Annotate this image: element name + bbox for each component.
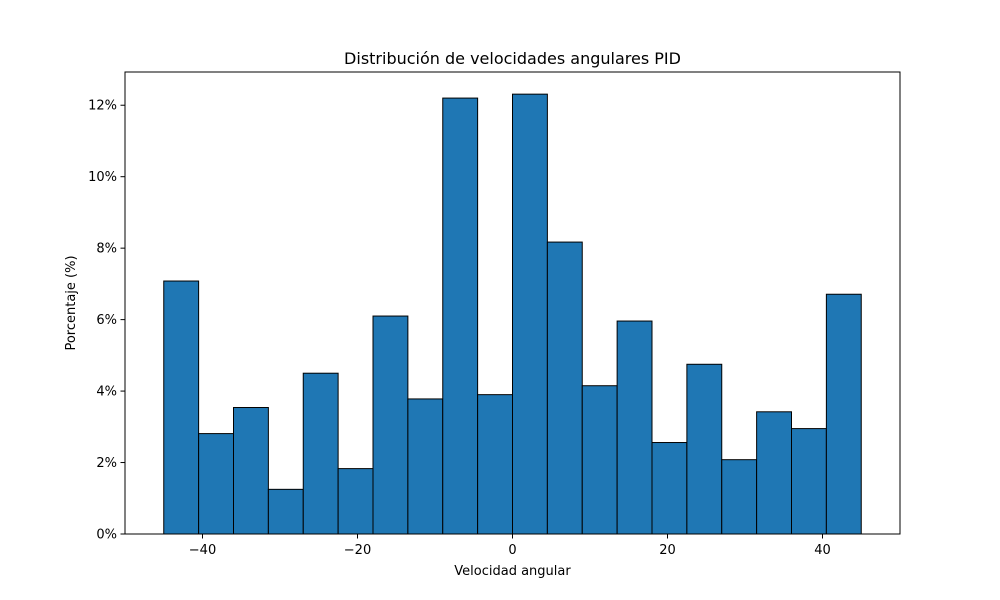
histogram-bar — [756, 411, 792, 535]
x-tick-label: 20 — [659, 543, 676, 558]
histogram-bar — [825, 293, 862, 535]
histogram-bar — [407, 398, 444, 535]
histogram-bar — [302, 372, 339, 535]
histogram-bar — [163, 280, 200, 535]
y-tick-label: 0% — [96, 528, 117, 543]
histogram-bar — [651, 442, 688, 535]
y-tick-label: 8% — [96, 242, 117, 257]
histogram-bar — [581, 385, 618, 535]
y-axis-ticks: 0% 2% 4% 6% 8% 10% 12% — [88, 99, 125, 543]
histogram-bar — [512, 93, 548, 535]
x-tick-label: 40 — [814, 543, 831, 558]
y-tick-label: 6% — [96, 313, 117, 328]
bars-group — [163, 93, 862, 535]
histogram-bar — [791, 428, 827, 535]
y-tick-label: 12% — [88, 99, 117, 114]
histogram-bar — [686, 363, 723, 535]
histogram-bar — [372, 315, 409, 535]
y-axis-label: Porcentaje (%) — [64, 255, 79, 350]
y-tick-label: 10% — [88, 170, 117, 185]
histogram-bar — [198, 433, 234, 535]
x-tick-label: −20 — [344, 543, 371, 558]
x-axis-label: Velocidad angular — [454, 564, 571, 579]
plot-area-frame — [124, 71, 901, 535]
histogram-bar — [721, 459, 758, 535]
histogram-bar — [477, 394, 513, 535]
chart-title: Distribución de velocidades angulares PI… — [344, 49, 681, 68]
histogram-bar — [546, 241, 583, 535]
histogram-bar — [267, 488, 304, 535]
histogram-bar — [337, 468, 374, 535]
histogram-bar — [616, 320, 653, 535]
x-axis-ticks: −40 −20 0 20 40 — [189, 534, 831, 558]
histogram-bar — [233, 407, 269, 535]
y-tick-label: 4% — [96, 385, 117, 400]
y-tick-label: 2% — [96, 456, 117, 471]
x-tick-label: 0 — [508, 543, 516, 558]
x-tick-label: −40 — [189, 543, 216, 558]
histogram-bar — [442, 97, 479, 535]
